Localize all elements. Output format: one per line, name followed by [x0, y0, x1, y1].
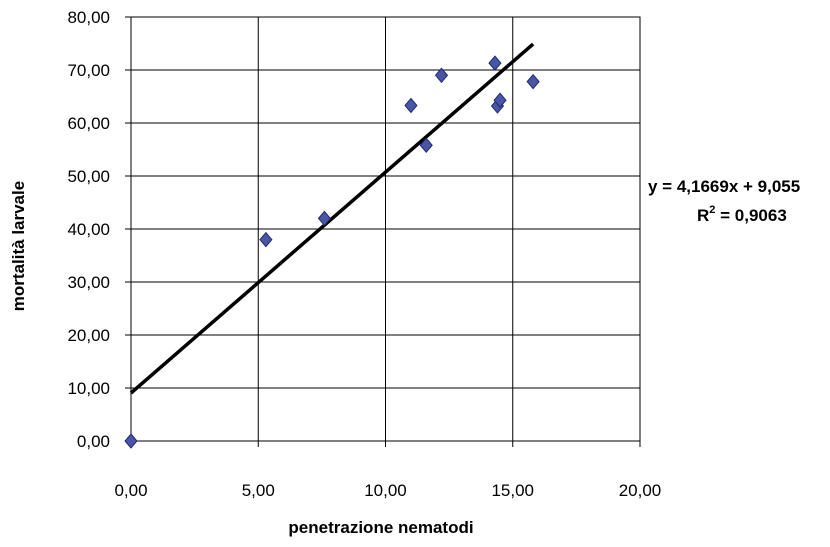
- data-point: [124, 433, 138, 449]
- x-tick-label: 15,00: [491, 481, 534, 500]
- trendline: [129, 42, 535, 395]
- x-axis-title: penetrazione nematodi: [288, 518, 473, 537]
- data-point: [488, 55, 502, 71]
- data-point: [259, 231, 273, 248]
- y-tick-label: 0,00: [77, 432, 110, 451]
- y-tick-label: 80,00: [67, 8, 110, 27]
- y-tick-label: 30,00: [67, 273, 110, 292]
- r-squared-superscript: 2: [709, 204, 715, 216]
- x-tick-label: 5,00: [242, 481, 275, 500]
- y-tick-label: 60,00: [67, 114, 110, 133]
- data-point: [404, 97, 418, 114]
- data-points: [124, 55, 540, 449]
- x-axis-ticks: 0,00 5,00 10,00 15,00 20,00: [114, 441, 661, 500]
- y-tick-label: 50,00: [67, 167, 110, 186]
- y-tick-label: 10,00: [67, 379, 110, 398]
- trendline-equation: y = 4,1669x + 9,055: [648, 177, 800, 196]
- data-point: [493, 92, 507, 108]
- data-point: [419, 137, 433, 154]
- r-squared-label: R2 = 0,9063: [697, 204, 787, 225]
- y-tick-label: 40,00: [67, 220, 110, 239]
- r-squared-value: = 0,9063: [715, 206, 786, 225]
- y-axis-ticks: 0,00 10,00 20,00 30,00 40,00 50,00 60,00 70,00 8…: [67, 8, 131, 451]
- data-point: [317, 210, 332, 227]
- x-tick-label: 20,00: [619, 481, 662, 500]
- grid-lines: [130, 16, 641, 442]
- x-tick-label: 0,00: [114, 481, 147, 500]
- y-tick-label: 20,00: [67, 326, 110, 345]
- r-squared-prefix: R: [697, 206, 709, 225]
- data-point: [526, 73, 540, 90]
- x-tick-label: 10,00: [364, 481, 407, 500]
- data-point: [434, 67, 449, 84]
- y-tick-label: 70,00: [67, 61, 110, 80]
- y-axis-title: mortalità larvale: [9, 181, 28, 311]
